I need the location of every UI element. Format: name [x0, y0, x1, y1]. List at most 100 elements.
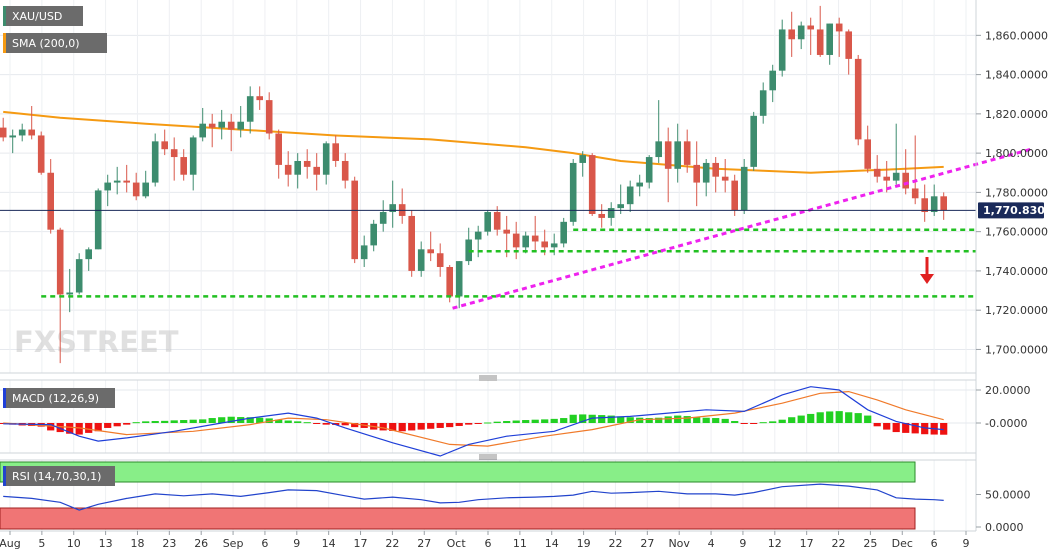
macd-histogram-bar — [341, 423, 349, 426]
candle-body — [598, 213, 605, 218]
candle-body — [883, 176, 890, 181]
macd-legend[interactable]: MACD (12,26,9) — [3, 388, 115, 408]
macd-histogram-bar — [560, 418, 568, 423]
candle-body — [588, 155, 596, 214]
y-tick-label: 1,780.0000 — [985, 186, 1048, 199]
macd-histogram-bar — [322, 423, 330, 425]
macd-histogram-bar — [294, 421, 302, 423]
macd-histogram-bar — [778, 419, 786, 423]
rsi-axis-labels: 50.0000 0.0000 — [976, 489, 1031, 534]
candle-body — [493, 212, 501, 230]
macd-histogram-bar — [617, 416, 625, 423]
candle-body — [674, 141, 681, 169]
macd-histogram-bar — [864, 415, 872, 423]
candle-body — [531, 235, 539, 242]
sma-200-line — [3, 110, 944, 174]
macd-histogram-bar — [484, 422, 492, 424]
candle-body — [474, 231, 482, 240]
sma-legend[interactable]: SMA (200,0) — [3, 33, 107, 53]
date-axis-labels: Aug 5 10 13 18 23 26 Sep 6 9 14 17 22 27 Oct 6 11 14 19 22 2… — [0, 531, 970, 550]
macd-histogram-bar — [493, 421, 501, 423]
candle-body — [123, 180, 130, 183]
candle-body — [94, 190, 102, 250]
candle-body — [750, 115, 757, 167]
candle-body — [446, 266, 453, 297]
x-tick-label: 9 — [293, 537, 300, 550]
rsi-overbought-zone — [0, 461, 916, 483]
candle-body — [294, 160, 301, 175]
candle-body — [170, 149, 178, 158]
macd-histogram-bar — [569, 414, 577, 423]
x-tick-label: 4 — [708, 537, 715, 550]
macd-histogram-bar — [132, 422, 140, 424]
candle-body — [351, 180, 358, 260]
macd-histogram-bar — [626, 417, 634, 423]
candle-body — [47, 172, 54, 230]
macd-histogram-bar — [417, 423, 425, 430]
macd-signal-line — [3, 390, 944, 447]
macd-histogram-bar — [531, 419, 539, 423]
candle-body — [702, 162, 710, 183]
candle-body — [275, 133, 282, 165]
macd-histogram-bar — [797, 415, 805, 423]
macd-histogram-bar — [66, 423, 74, 434]
candle-body — [892, 172, 900, 181]
macd-histogram-bar — [161, 420, 169, 423]
macd-histogram-bar — [189, 419, 197, 423]
candle-body — [427, 249, 434, 254]
macd-histogram-bar — [541, 419, 549, 423]
candle-body — [693, 164, 700, 183]
macd-histogram-bar — [522, 420, 530, 423]
symbol-legend[interactable]: XAU/USD — [3, 6, 83, 26]
candle-body — [740, 166, 748, 211]
macd-histogram-bar — [873, 423, 881, 427]
x-tick-label: 9 — [739, 537, 746, 550]
candle-body — [332, 143, 339, 161]
x-tick-label: 14 — [545, 537, 559, 550]
panel-resize-handle[interactable] — [479, 454, 497, 460]
x-tick-label: 14 — [322, 537, 336, 550]
x-tick-label: 17 — [800, 537, 814, 550]
candle-body — [854, 58, 862, 140]
macd-histogram-bar — [199, 419, 207, 423]
candle-body — [645, 157, 653, 183]
x-tick-label: 11 — [513, 537, 527, 550]
x-tick-label: 22 — [832, 537, 846, 550]
candle-body — [142, 182, 149, 197]
rsi-legend-label: RSI (14,70,30,1) — [12, 470, 101, 483]
rsi-tick-label: 50.0000 — [985, 489, 1031, 502]
candle-body — [18, 129, 26, 136]
candle-body — [370, 223, 377, 246]
candle-body — [626, 186, 634, 205]
candle-body — [246, 96, 254, 122]
macd-histogram-bar — [208, 418, 216, 423]
macd-histogram-bar — [816, 412, 824, 423]
rsi-legend[interactable]: RSI (14,70,30,1) — [3, 466, 115, 486]
candle-body — [607, 208, 615, 218]
x-tick-label: 19 — [577, 537, 591, 550]
macd-histogram-bar — [123, 423, 131, 425]
macd-histogram-bar — [75, 423, 83, 435]
candle-body — [769, 70, 776, 91]
rsi-oversold-zone — [0, 507, 916, 530]
x-tick-label: Nov — [668, 537, 690, 550]
x-tick-label: 26 — [194, 537, 208, 550]
candle-body — [180, 157, 187, 175]
candle-body — [341, 160, 349, 181]
macd-histogram-bar — [503, 421, 511, 423]
macd-histogram-bar — [389, 423, 397, 431]
macd-histogram-bar — [655, 417, 663, 423]
y-tick-label: 1,860.0000 — [985, 29, 1048, 42]
candle-body — [218, 121, 225, 128]
candle-body — [655, 141, 662, 158]
panel-resize-handle[interactable] — [479, 375, 497, 381]
macd-histogram-bar — [826, 411, 834, 423]
candle-body — [664, 141, 672, 169]
macd-histogram-bar — [512, 420, 520, 423]
candle-body — [417, 249, 425, 271]
candle-body — [85, 249, 92, 260]
fxstreet-watermark: FXSTREET — [14, 325, 179, 359]
candle-body — [835, 23, 843, 32]
candle-body — [484, 212, 491, 232]
macd-histogram-bar — [921, 423, 929, 435]
